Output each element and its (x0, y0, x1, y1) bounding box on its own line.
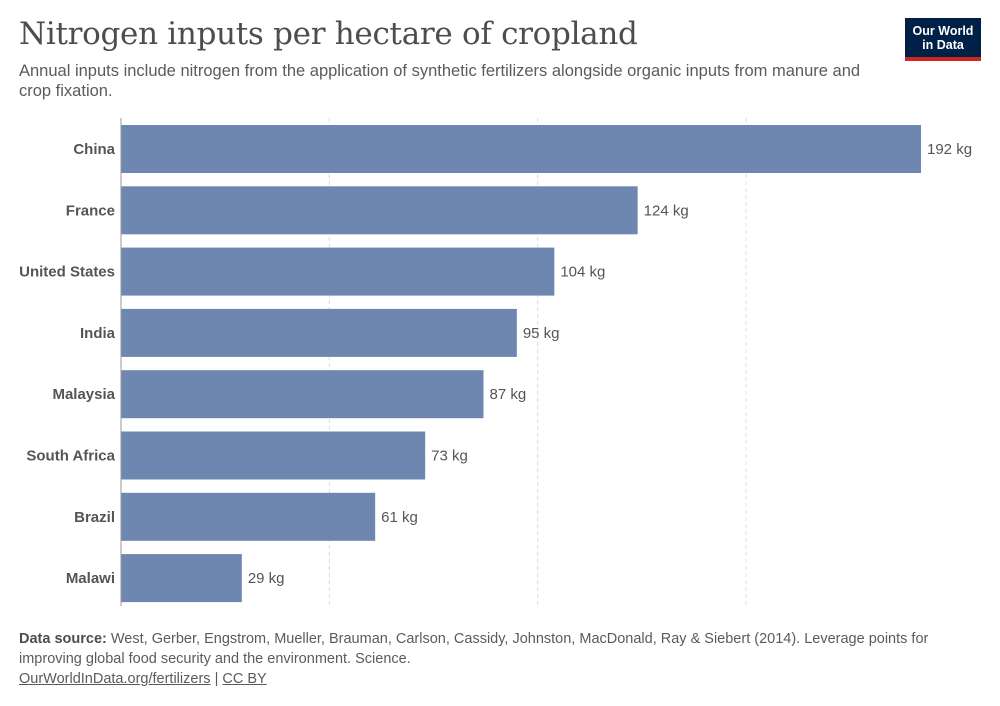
bar-united-states[interactable] (121, 247, 555, 296)
fertilizers-link[interactable]: OurWorldInData.org/fertilizers (19, 671, 211, 687)
bar-brazil[interactable] (121, 492, 376, 541)
value-label-china: 192 kg (927, 141, 972, 158)
logo-line-1: Our World (912, 24, 974, 38)
category-label-brazil: Brazil (74, 509, 115, 526)
value-label-brazil: 61 kg (381, 509, 418, 526)
source-text: West, Gerber, Engstrom, Mueller, Brauman… (19, 631, 929, 667)
owid-logo[interactable]: Our World in Data (905, 18, 981, 61)
bar-china[interactable] (121, 125, 921, 173)
chart-title: Nitrogen inputs per hectare of cropland (19, 16, 638, 52)
value-label-south-africa: 73 kg (431, 448, 468, 465)
footer-separator: | (214, 671, 219, 687)
chart-subtitle: Annual inputs include nitrogen from the … (19, 62, 861, 100)
bar-france[interactable] (121, 186, 638, 235)
category-label-india: India (80, 325, 116, 342)
category-label-france: France (66, 202, 115, 219)
bar-india[interactable] (121, 308, 517, 357)
bar-south-africa[interactable] (121, 431, 426, 480)
value-label-france: 124 kg (644, 202, 689, 219)
value-label-united-states: 104 kg (560, 264, 605, 281)
logo-line-2: in Data (922, 38, 964, 52)
license-link[interactable]: CC BY (222, 671, 267, 687)
category-label-malaysia: Malaysia (52, 386, 115, 403)
value-label-malaysia: 87 kg (490, 386, 527, 403)
value-label-malawi: 29 kg (248, 570, 285, 587)
bar-malawi[interactable] (121, 554, 242, 603)
data-source: Data source: West, Gerber, Engstrom, Mue… (19, 629, 979, 669)
bars: China 192 kg France 124 kg United States 104 … (19, 125, 972, 603)
bar-malaysia[interactable] (121, 370, 484, 419)
category-label-united-states: United States (19, 264, 115, 281)
category-label-south-africa: South Africa (26, 448, 115, 465)
source-label: Data source: (19, 631, 107, 647)
footer-links: OurWorldInData.org/fertilizers | CC BY (19, 669, 979, 689)
category-label-china: China (73, 141, 115, 158)
value-label-india: 95 kg (523, 325, 560, 342)
category-label-malawi: Malawi (66, 570, 115, 587)
footer: Data source: West, Gerber, Engstrom, Mue… (19, 629, 979, 689)
